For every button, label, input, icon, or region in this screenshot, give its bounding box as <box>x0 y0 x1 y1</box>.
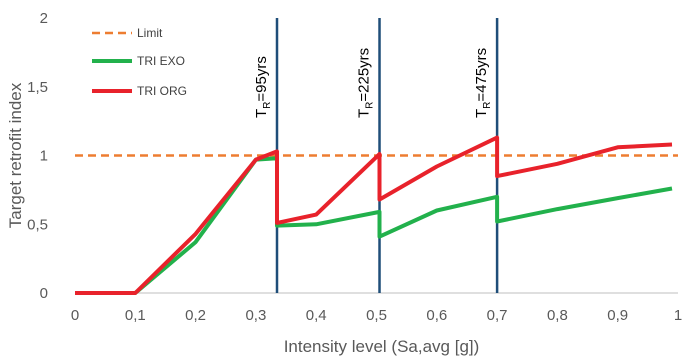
x-axis-title: Intensity level (Sa,avg [g]) <box>284 337 480 356</box>
data-series <box>75 135 678 295</box>
x-tick-label: 0,2 <box>185 307 206 324</box>
x-tick-label: 0,6 <box>426 307 447 324</box>
y-tick-label: 0,5 <box>27 216 48 233</box>
x-tick-label: 0,1 <box>125 307 146 324</box>
legend-label: TRI ORG <box>137 84 187 98</box>
return-period-label: TR=225yrs <box>356 48 376 118</box>
x-tick-label: 0,7 <box>487 307 508 324</box>
y-tick-label: 0 <box>40 285 48 302</box>
return-period-label: TR=95yrs <box>253 56 273 118</box>
x-tick-label: 0,5 <box>366 307 387 324</box>
x-tick-label: 0,4 <box>306 307 327 324</box>
x-tick-label: 0,8 <box>547 307 568 324</box>
x-tick-label: 0,3 <box>245 307 266 324</box>
legend-label: TRI EXO <box>137 54 185 68</box>
legend: Limit TRI EXO TRI ORG <box>92 26 187 98</box>
y-tick-label: 1 <box>40 148 48 165</box>
y-axis-title: Target retrofit index <box>6 82 25 228</box>
x-tick-label: 1 <box>674 307 682 324</box>
series-line-tri-exo <box>75 156 673 295</box>
return-period-label: TR=475yrs <box>473 48 493 118</box>
x-tick-label: 0,9 <box>607 307 628 324</box>
series-line-tri-org <box>75 135 673 295</box>
axes: 0 0,1 0,2 0,3 0,4 0,5 0,6 0,7 0,8 0,9 1 0 0,5 1 1,5 2 <box>27 10 682 324</box>
y-tick-label: 1,5 <box>27 79 48 96</box>
y-tick-label: 2 <box>40 10 48 27</box>
legend-label: Limit <box>137 26 163 40</box>
x-tick-label: 0 <box>71 307 79 324</box>
